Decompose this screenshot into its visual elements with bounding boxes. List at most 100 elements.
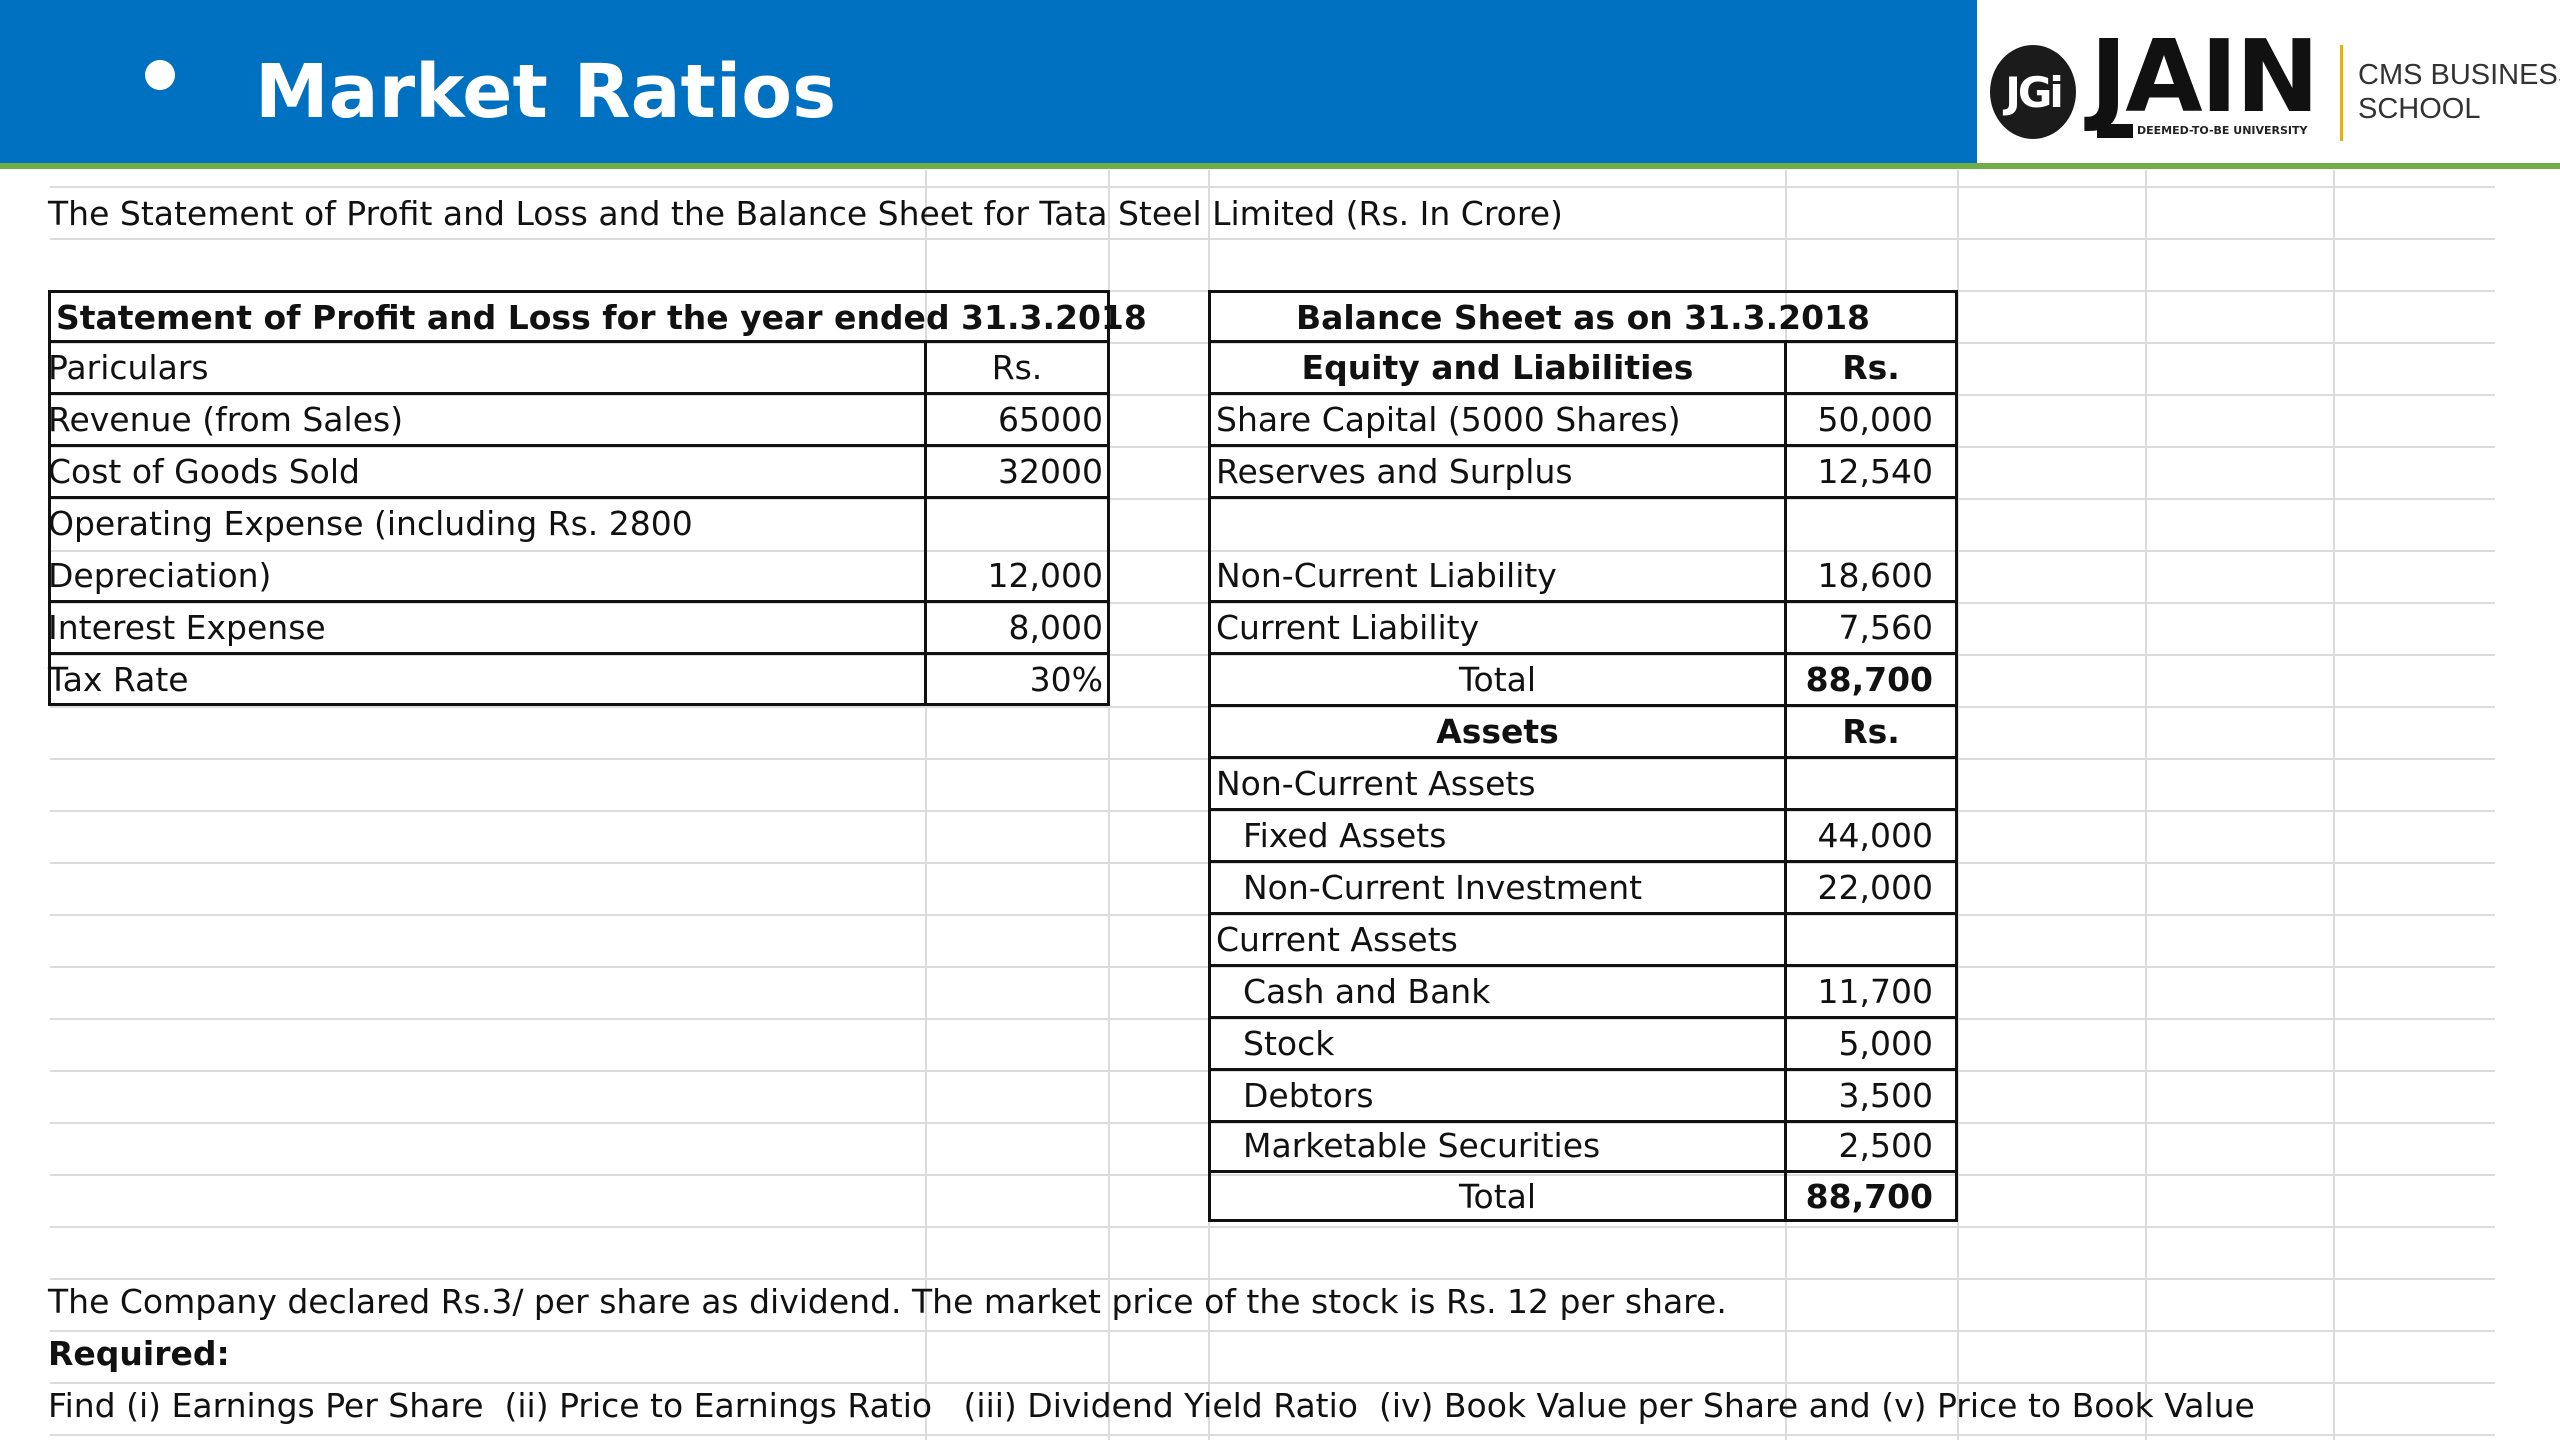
bs-rule: [1208, 444, 1958, 447]
jain-logo-wordmark: JAIN: [2090, 18, 2319, 135]
bs-table-title: Balance Sheet as on 31.3.2018: [1295, 298, 1871, 337]
gridline: [50, 238, 2495, 240]
bs-section-header: Non-Current Assets: [1216, 764, 1536, 803]
gridline: [1108, 170, 1110, 1440]
bs-row-value: 7,560: [1838, 608, 1933, 647]
logo-divider: [2340, 45, 2343, 141]
bs-row-label: Marketable Securities: [1243, 1126, 1601, 1165]
gridline: [50, 1278, 2495, 1280]
bs-rule: [1208, 340, 1958, 343]
pl-row-label: Revenue (from Sales): [48, 400, 404, 439]
jain-logo-tagline: DEEMED-TO-BE UNIVERSITY: [2097, 124, 2359, 138]
gridline: [50, 1122, 2495, 1124]
bs-rule: [1208, 912, 1958, 915]
gridline: [50, 602, 2495, 604]
bs-section-header: Current Assets: [1216, 920, 1458, 959]
pl-rule: [924, 340, 927, 706]
bs-rule: [1208, 1016, 1958, 1019]
bs-rule: [1208, 1068, 1958, 1071]
gridline: [50, 1226, 2495, 1228]
bs-row-label: Non-Current Investment: [1243, 868, 1643, 907]
bs-row-value: 44,000: [1817, 816, 1933, 855]
gridline: [50, 1174, 2495, 1176]
bs-equity-header: Equity and Liabilities: [1301, 348, 1694, 387]
bs-row-value: 22,000: [1817, 868, 1933, 907]
gridline: [50, 498, 2495, 500]
bs-row-label: Debtors: [1243, 1076, 1374, 1115]
bs-row-label: Share Capital (5000 Shares): [1216, 400, 1681, 439]
required-label: Required:: [48, 1334, 230, 1373]
gridline: [50, 706, 2495, 708]
bs-rule: [1208, 756, 1958, 759]
school-name: CMS BUSINESS SCHOOL: [2358, 58, 2560, 126]
title-bar: [0, 0, 1977, 163]
pl-rule: [48, 444, 1110, 447]
gridline: [50, 394, 2495, 396]
pl-row-value: 8,000: [1008, 608, 1103, 647]
bs-row-value: 5,000: [1838, 1024, 1933, 1063]
pl-row-label: Operating Expense (including Rs. 2800: [48, 504, 693, 543]
pl-row-value: 65000: [998, 400, 1103, 439]
bs-row-value: 18,600: [1817, 556, 1933, 595]
bs-row-value: 2,500: [1838, 1126, 1933, 1165]
dividend-note: The Company declared Rs.3/ per share as …: [48, 1282, 1727, 1321]
bs-assets-col-rs: Rs.: [1842, 712, 1900, 751]
bs-rule: [1208, 860, 1958, 863]
page-title: Market Ratios: [255, 49, 837, 135]
pl-row-label: Tax Rate: [48, 660, 189, 699]
bs-rule: [1208, 652, 1958, 655]
bs-row-value: 3,500: [1838, 1076, 1933, 1115]
bs-rule: [1784, 340, 1787, 1222]
bs-row-label: Reserves and Surplus: [1216, 452, 1573, 491]
bs-row-label: Stock: [1243, 1024, 1335, 1063]
bs-row-label: Cash and Bank: [1243, 972, 1491, 1011]
pl-row-label: Depreciation): [48, 556, 272, 595]
gridline: [50, 186, 2495, 188]
gridline: [50, 966, 2495, 968]
bs-assets-total: 88,700: [1805, 1177, 1933, 1216]
bs-assets-total-label: Total: [1458, 1177, 1537, 1216]
gridline: [50, 1018, 2495, 1020]
jgi-logo-icon: JGi: [1990, 45, 2076, 139]
gridline: [2333, 170, 2335, 1440]
bs-row-label: Fixed Assets: [1243, 816, 1447, 855]
pl-rule: [48, 652, 1110, 655]
bs-rule: [1208, 1170, 1958, 1173]
bs-rule: [1208, 392, 1958, 395]
bs-rule: [1208, 496, 1958, 499]
pl-table-title: Statement of Profit and Loss for the yea…: [56, 298, 1147, 337]
gridline: [925, 170, 927, 1440]
bs-row-label: Non-Current Liability: [1216, 556, 1557, 595]
intro-text: The Statement of Profit and Loss and the…: [48, 194, 1563, 233]
school-name-line1: CMS BUSINESS: [2358, 59, 2560, 91]
bs-row-value: 11,700: [1817, 972, 1933, 1011]
pl-rule: [48, 340, 1110, 343]
pl-rule: [48, 496, 1110, 499]
bs-rule: [1208, 600, 1958, 603]
gridline: [50, 810, 2495, 812]
pl-row-value: 12,000: [987, 556, 1103, 595]
gridline: [50, 342, 2495, 344]
pl-rule: [48, 600, 1110, 603]
school-name-line2: SCHOOL: [2358, 93, 2481, 125]
bs-col-rs: Rs.: [1842, 348, 1900, 387]
pl-row-label: Cost of Goods Sold: [48, 452, 360, 491]
pl-row-value: 30%: [1029, 660, 1103, 699]
bullet-icon: [145, 60, 175, 90]
bs-row-label: Current Liability: [1216, 608, 1480, 647]
bs-rule: [1208, 964, 1958, 967]
bs-assets-header: Assets: [1436, 712, 1559, 751]
accent-line: [0, 163, 2560, 169]
pl-row-label: Interest Expense: [48, 608, 326, 647]
gridline: [50, 654, 2495, 656]
bs-rule: [1208, 704, 1958, 707]
task-text: Find (i) Earnings Per Share (ii) Price t…: [48, 1386, 2255, 1425]
gridline: [50, 758, 2495, 760]
pl-col-particulars: Pariculars: [48, 348, 209, 387]
pl-row-value: 32000: [998, 452, 1103, 491]
gridline: [50, 914, 2495, 916]
pl-col-rs: Rs.: [991, 348, 1043, 387]
gridline: [50, 1330, 2495, 1332]
gridline: [50, 1382, 2495, 1384]
